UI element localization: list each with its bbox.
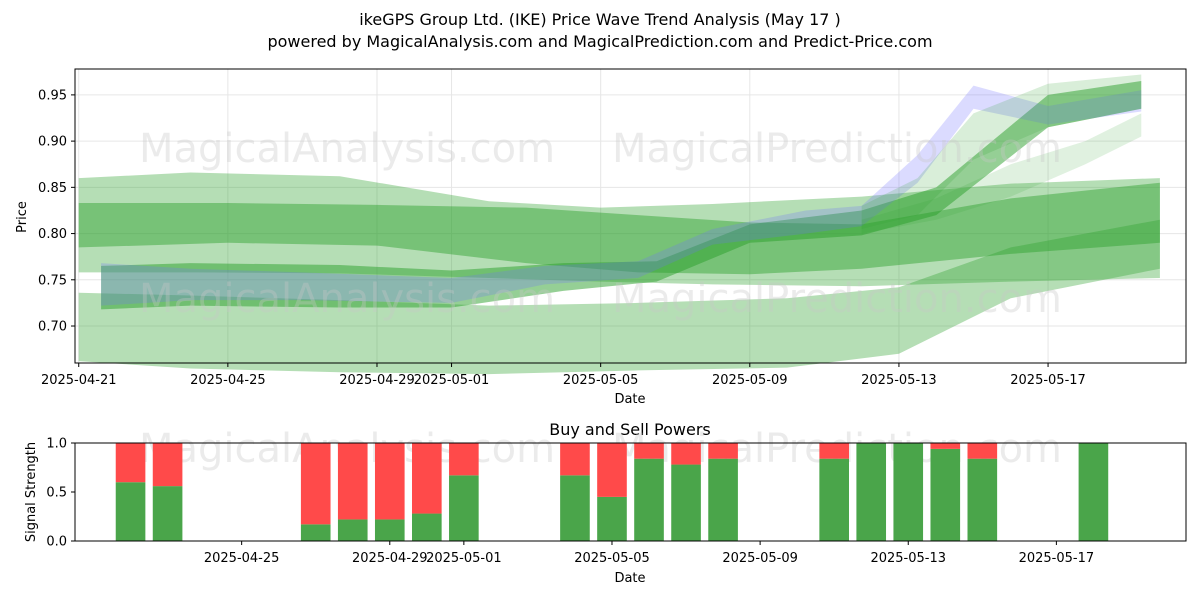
price-x-label: Date [614,392,645,407]
sell-bar [708,443,738,459]
sell-bar [560,443,590,476]
sell-bar [412,443,442,514]
sell-bar [671,443,701,465]
buy-bar [115,482,146,541]
price-x-tick-label: 2025-05-17 [1010,373,1086,388]
watermark-magicalanalysis-top: MagicalAnalysis.com [139,126,555,172]
buy-bar [374,519,405,541]
buy-bar [708,458,738,541]
price-x-tick-label: 2025-04-25 [190,373,266,388]
buy-bar [967,458,998,541]
buy-bar [930,448,961,541]
signal-y-label: Signal Strength [24,442,39,542]
buy-bar [597,496,627,541]
signal-x-tick-label: 2025-04-29 [352,551,428,566]
band-green-fan-2 [861,113,1142,234]
sell-bar [152,443,183,487]
signal-panel: Buy and Sell Powers MagicalAnalysis.com … [24,420,1187,586]
price-y-tick-label: 0.75 [38,273,67,288]
price-y-tick-label: 0.90 [38,135,67,150]
buy-bar [893,443,924,541]
signal-y-tick-label: 0.5 [46,486,67,501]
signal-x-tick-label: 2025-04-25 [204,551,280,566]
price-y-tick-label: 0.80 [38,227,67,242]
sell-bar [819,443,849,459]
signal-y-tick-label: 0.0 [46,535,67,550]
price-y-tick-label: 0.70 [38,320,67,335]
sell-bar [967,443,998,459]
band-low-band [78,219,1160,375]
price-y-tick-label: 0.85 [38,181,67,196]
signal-x-tick-label: 2025-05-05 [574,551,650,566]
price-y-label: Price [15,201,30,233]
price-plot-frame [74,68,1187,364]
price-x-tick-label: 2025-05-09 [712,373,788,388]
sell-bar [300,443,331,525]
buy-bar [337,519,368,541]
buy-bar [856,443,887,541]
watermark-magicalprediction-top: MagicalPrediction.com [612,126,1062,172]
band-trend-band [101,81,1142,310]
signal-title: Buy and Sell Powers [549,420,711,439]
buy-bar [152,486,183,541]
watermark-magicalprediction-mid: MagicalPrediction.com [612,276,1062,322]
signal-bars [115,443,1109,541]
band-wide-band [78,172,1160,287]
buy-bar [634,458,664,541]
price-y-tick-label: 0.95 [38,88,67,103]
price-x-axis: 2025-04-21 2025-04-25 2025-04-29 2025-05-01… [41,363,1086,388]
sell-bar [930,443,961,449]
sell-bar [374,443,405,520]
buy-bar [1078,443,1109,541]
signal-x-tick-label: 2025-05-17 [1019,551,1095,566]
sell-bar [449,443,479,476]
buy-bar [671,464,701,541]
buy-bar [300,524,331,541]
chart-subtitle: powered by MagicalAnalysis.com and Magic… [267,32,932,51]
sell-bar [337,443,368,520]
signal-y-tick-label: 1.0 [46,437,67,452]
sell-bar [634,443,664,459]
watermark-magicalanalysis-mid: MagicalAnalysis.com [139,276,555,322]
price-bands [78,74,1160,375]
buy-bar [560,475,590,541]
sell-bar [115,443,146,483]
buy-bar [449,475,479,541]
price-y-axis: 0.70 0.75 0.80 0.85 0.90 0.95 [38,88,75,335]
band-green-fan-1 [861,74,1142,229]
signal-x-tick-label: 2025-05-13 [870,551,946,566]
price-x-tick-label: 2025-04-29 [339,373,415,388]
price-panel: MagicalAnalysis.com MagicalPrediction.co… [15,68,1187,407]
price-x-tick-label: 2025-04-21 [41,373,117,388]
signal-y-axis: 0.0 0.5 1.0 [46,437,75,550]
sell-bar [597,443,627,497]
band-mid-band [78,182,1160,275]
chart-title: ikeGPS Group Ltd. (IKE) Price Wave Trend… [359,10,841,29]
price-x-tick-label: 2025-05-01 [414,373,490,388]
buy-bar [819,458,849,541]
signal-x-label: Date [614,571,645,586]
signal-x-tick-label: 2025-05-01 [426,551,502,566]
buy-bar [412,513,442,541]
band-blue-wave [101,85,1142,306]
price-x-tick-label: 2025-05-05 [563,373,639,388]
price-x-tick-label: 2025-05-13 [861,373,937,388]
signal-x-tick-label: 2025-05-09 [722,551,798,566]
